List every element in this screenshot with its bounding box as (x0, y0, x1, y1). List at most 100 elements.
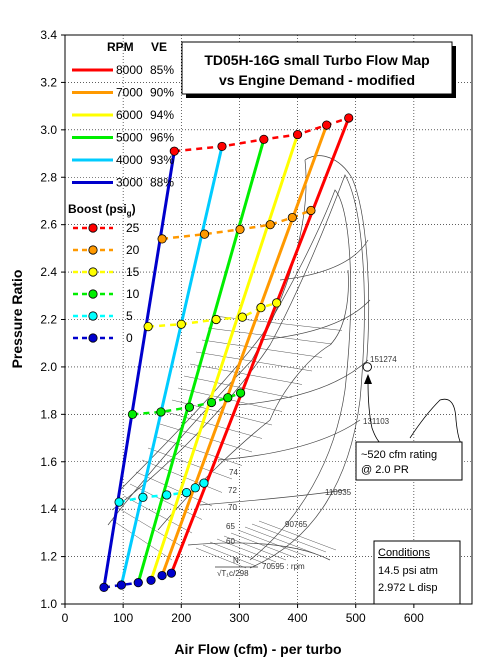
title-box: TD05H-16G small Turbo Flow Map vs Engine… (181, 41, 456, 98)
map-low-hatch-3 (209, 541, 267, 565)
map-speed-hatch-8 (153, 435, 243, 466)
speed-line-4 (237, 359, 369, 406)
point-boost-20-2 (199, 229, 210, 239)
legend-ve-label-6000: 94% (150, 108, 174, 122)
conditions-box-frame (373, 540, 461, 605)
rpm-lines (102, 117, 351, 588)
conditions-displacement: 2.972 L disp (378, 582, 438, 594)
point-boost-20-1 (157, 234, 167, 244)
map-speed-hatch-14 (189, 363, 303, 385)
legend-rpm-label-6000: 6000 (116, 108, 143, 122)
x-tick-label-500: 500 (346, 611, 366, 625)
point-boost-5-3 (162, 490, 172, 500)
y-tick-label-9: 2.8 (40, 170, 57, 184)
point-boost-0-5 (157, 570, 167, 581)
map-speed-hatch-2 (117, 507, 183, 547)
legend-boost-label-10: 10 (126, 287, 140, 301)
legend-boost-marker-5 (88, 311, 98, 321)
conditions-title: Conditions (378, 547, 430, 559)
legend-ve-header: VE (151, 40, 167, 54)
legend-rpm-entries: 8000 85% 7000 90% 6000 94% 5000 96% 4000 93% 3000 8… (72, 63, 174, 190)
point-boost-10-4 (206, 397, 217, 408)
point-boost-20-5 (287, 212, 297, 223)
y-tick-label-8: 2.6 (40, 218, 57, 232)
map-speed-hatch-10 (165, 411, 263, 439)
x-tick-label-400: 400 (288, 611, 308, 625)
conditions-atm: 14.5 psi atm (378, 565, 438, 577)
legend-ve-label-4000: 93% (150, 153, 174, 167)
y-tick-label-10: 3.0 (40, 123, 57, 137)
point-boost-0-2 (116, 580, 126, 590)
rating-leader-swirl (409, 398, 463, 446)
y-tick-label-3: 1.6 (40, 455, 57, 469)
point-boost-5-4 (181, 487, 192, 498)
rating-arrow-icon (364, 374, 372, 384)
point-boost-15-4 (237, 312, 247, 322)
rpm-line-6000 (149, 134, 299, 581)
legend-boost-label-20: 20 (126, 243, 140, 257)
efficiency-label-72: 72 (228, 486, 237, 495)
point-boost-5-5 (190, 483, 200, 493)
speed-label-151274: 151274 (370, 355, 397, 364)
point-boost-0-1 (99, 582, 109, 593)
y-tick-label-7: 2.4 (40, 265, 57, 279)
speed-line-1 (187, 542, 331, 561)
legend-rpm-header: RPM (107, 40, 134, 54)
point-boost-25-4 (292, 129, 303, 140)
legend-ve-label-7000: 90% (150, 86, 174, 100)
point-boost-10-6 (235, 388, 246, 398)
speed-label-131103: 131103 (363, 417, 390, 426)
axes: 0 100 200 300 400 500 6001.01.21.41.61.82.02.2… (40, 28, 473, 625)
point-boost-20-4 (265, 220, 275, 230)
y-tick-label-4: 1.8 (40, 407, 57, 421)
map-speed-hatch-9 (159, 423, 253, 453)
y-tick-label-5: 2.0 (40, 360, 57, 374)
y-tick-label-0: 1.0 (40, 597, 57, 611)
speed-label-110935: 110935 (325, 488, 352, 497)
speed-label-70595: 70595 : rpm (262, 562, 305, 571)
point-boost-5-2 (138, 492, 148, 502)
rpm-line-3000 (102, 150, 176, 588)
y-tick-label-1: 1.2 (40, 550, 57, 564)
point-boost-20-6 (306, 205, 316, 216)
legend-boost-marker-15 (88, 267, 98, 277)
point-boost-25-3 (259, 134, 269, 144)
map-low-hatch-8 (244, 526, 317, 555)
surge-line (107, 159, 307, 526)
efficiency-label-70: 70 (228, 503, 237, 512)
point-boost-0-6 (166, 568, 177, 578)
legend-rpm-label-8000: 8000 (116, 63, 143, 77)
legend-boost-label-0: 0 (126, 331, 133, 345)
point-boost-25-6 (344, 113, 354, 123)
y-axis-label: Pressure Ratio (9, 270, 25, 369)
map-speed-hatch-18 (213, 315, 343, 331)
map-low-hatch-9 (251, 523, 327, 553)
x-tick-label-300: 300 (229, 611, 249, 625)
rating-annotation: ~520 cfm rating @ 2.0 PR (355, 374, 463, 481)
map-low-hatch-6 (230, 532, 297, 559)
point-boost-5-1 (114, 497, 124, 507)
point-boost-20-3 (235, 224, 245, 235)
title-box-frame (181, 41, 453, 95)
point-boost-15-3 (211, 314, 221, 325)
legend-boost-label-5: 5 (126, 309, 133, 323)
point-boost-10-3 (184, 402, 195, 412)
corrected-speed-n: N (233, 556, 239, 565)
legend-boost-marker-0 (88, 333, 98, 343)
point-boost-15-1 (143, 322, 153, 332)
map-low-hatch-7 (237, 529, 307, 557)
map-speed-hatch-17 (207, 327, 333, 345)
legend-boost-header: Boost (psig) (68, 202, 136, 218)
x-tick-label-200: 200 (171, 611, 191, 625)
map-speed-hatch-6 (141, 459, 223, 493)
legend-boost-marker-25 (88, 223, 98, 233)
y-tick-label-6: 2.2 (40, 313, 57, 327)
point-boost-25-1 (169, 146, 179, 156)
map-speed-hatch-16 (201, 339, 323, 358)
legend-boost-entries: 25 20 15 10 5 0 (73, 221, 140, 345)
efficiency-label-74: 74 (229, 468, 238, 477)
speed-line-6 (279, 239, 369, 281)
y-tick-label-12: 3.4 (40, 28, 57, 42)
rpm-line-8000 (170, 117, 351, 574)
point-boost-15-5 (256, 303, 266, 313)
